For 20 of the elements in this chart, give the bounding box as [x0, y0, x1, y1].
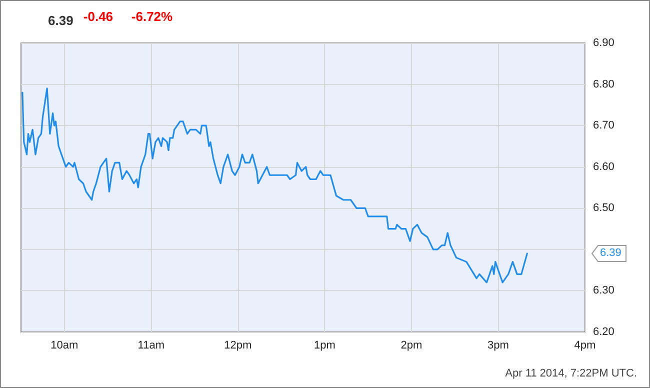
y-tick-label: 6.60	[593, 160, 614, 173]
x-tick-label: 12pm	[224, 340, 252, 352]
line-series	[22, 88, 528, 284]
x-tick-label: 1pm	[314, 340, 336, 352]
y-tick-label: 6.30	[593, 284, 614, 297]
x-tick-label: 10am	[50, 340, 78, 352]
text: 6.39	[48, 13, 74, 28]
y-tick-label: 6.50	[593, 202, 614, 214]
x-tick-label: 4pm	[574, 340, 596, 352]
y-tick-label: 6.70	[593, 120, 614, 132]
y-tick-label: 6.90	[593, 37, 614, 49]
text: -0.46	[83, 9, 114, 24]
x-tick-label: 11am	[138, 340, 165, 352]
text: 6.39	[600, 247, 622, 260]
y-tick-label: 6.20	[593, 326, 614, 338]
x-tick-label: 2pm	[400, 340, 422, 352]
text: -6.72%	[131, 9, 174, 24]
y-tick-label: 6.80	[593, 78, 614, 90]
x-tick-label: 3pm	[488, 340, 509, 352]
text: Apr 11 2014, 7:22PM UTC.	[505, 368, 638, 380]
